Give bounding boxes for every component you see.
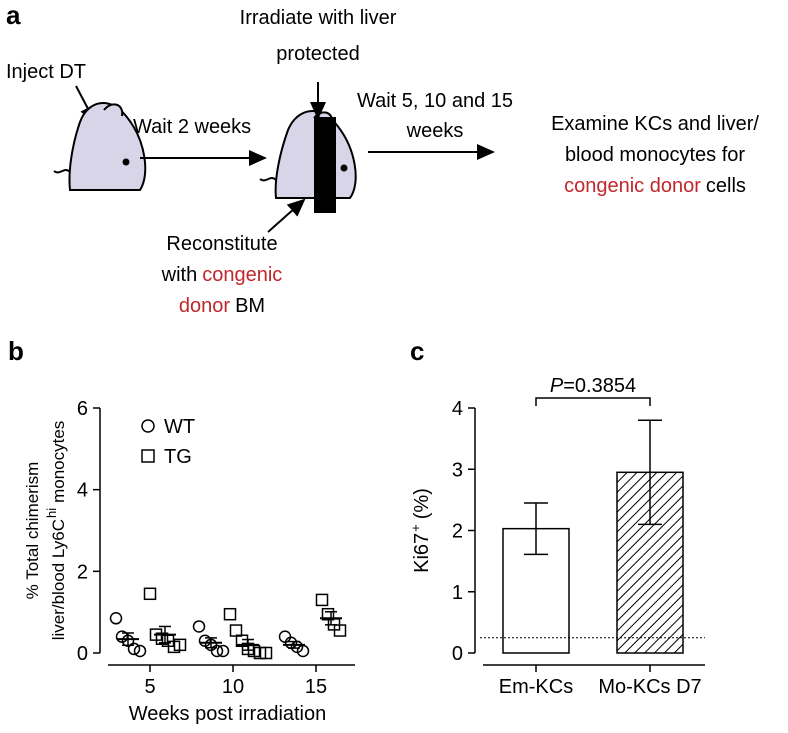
step-text: Wait 2 weeks bbox=[133, 116, 251, 138]
x-tick-label: Mo-KCs D7 bbox=[598, 676, 701, 698]
text-line: liver/blood Ly6Chi monocytes bbox=[44, 421, 68, 641]
text-segment: donor bbox=[179, 295, 230, 317]
text-line: blood monocytes for bbox=[565, 144, 745, 166]
panel-label: a bbox=[6, 0, 21, 30]
step-text: Irradiate with liver bbox=[240, 7, 397, 29]
text-segment: + bbox=[408, 524, 423, 532]
data-point bbox=[333, 624, 347, 637]
text-line: Reconstitute bbox=[166, 233, 277, 255]
step-text: weeks bbox=[406, 120, 464, 142]
error-bar bbox=[325, 611, 337, 626]
arrow bbox=[267, 198, 306, 233]
step-text: Inject DT bbox=[6, 61, 86, 83]
y-tick-label: 2 bbox=[452, 521, 463, 543]
x-tick-label: 10 bbox=[222, 676, 244, 698]
mouse bbox=[259, 110, 357, 199]
data-point bbox=[109, 612, 123, 625]
error-bar bbox=[288, 640, 300, 649]
y-tick-label: 4 bbox=[77, 480, 88, 502]
shield bbox=[314, 117, 336, 213]
data-point bbox=[133, 644, 147, 658]
text-segment: cells bbox=[706, 175, 746, 197]
text-line: Ki67+ (%) bbox=[408, 488, 433, 573]
y-tick-label: 3 bbox=[452, 459, 463, 481]
diagram: a Inject DT Wait 2 weeks Irradiate with … bbox=[6, 0, 513, 233]
data-point bbox=[223, 607, 237, 621]
text-segment: liver/blood Ly6C bbox=[49, 519, 68, 640]
step-text: Wait 5, 10 and 15 bbox=[357, 90, 513, 112]
error-bar bbox=[524, 502, 548, 556]
significance-bracket bbox=[535, 397, 651, 406]
data-point bbox=[143, 587, 157, 601]
y-tick-label: 0 bbox=[452, 643, 463, 665]
legend-marker bbox=[141, 449, 155, 463]
step-text: protected bbox=[276, 43, 359, 65]
text-segment: Reconstitute bbox=[166, 233, 277, 255]
mouse bbox=[53, 102, 147, 191]
legend-label: WT bbox=[164, 416, 195, 438]
text-segment: monocytes bbox=[49, 421, 68, 503]
error-bar bbox=[122, 632, 134, 646]
data-point bbox=[216, 644, 230, 658]
text-line: donor BM bbox=[179, 295, 265, 317]
data-point bbox=[210, 644, 224, 658]
y-tick-label: 4 bbox=[452, 398, 463, 420]
error-bar bbox=[242, 638, 254, 651]
legend-label: TG bbox=[164, 446, 192, 468]
legend-marker bbox=[141, 419, 155, 433]
text-segment: blood monocytes for bbox=[565, 144, 745, 166]
text-segment: Examine KCs and liver/ bbox=[551, 113, 759, 135]
text-segment: with bbox=[161, 264, 198, 286]
text-line: congenic donor cells bbox=[564, 175, 746, 197]
y-tick-label: 0 bbox=[77, 643, 88, 665]
y-tick-label: 6 bbox=[77, 398, 88, 420]
data-point bbox=[192, 620, 206, 633]
panel-label: b bbox=[8, 336, 24, 366]
data-point bbox=[229, 624, 243, 637]
data-point bbox=[127, 642, 141, 656]
x-tick-label: Em-KCs bbox=[499, 676, 573, 698]
data-point bbox=[278, 630, 292, 643]
text-line: Examine KCs and liver/ bbox=[551, 113, 759, 135]
x-axis-label: Weeks post irradiation bbox=[129, 703, 327, 725]
text-segment: % Total chimerism bbox=[23, 462, 42, 600]
text-line: % Total chimerism bbox=[23, 462, 42, 600]
text-segment: P bbox=[550, 375, 564, 397]
x-tick-label: 15 bbox=[305, 676, 327, 698]
data-point bbox=[259, 646, 273, 660]
data-point bbox=[173, 638, 187, 652]
text-segment: (%) bbox=[411, 488, 433, 519]
error-bar bbox=[205, 637, 217, 649]
error-bar bbox=[159, 625, 171, 644]
y-tick-label: 1 bbox=[452, 582, 463, 604]
y-tick-label: 2 bbox=[77, 561, 88, 583]
text-segment: =0.3854 bbox=[563, 375, 636, 397]
data-point bbox=[315, 593, 329, 607]
text-line: P=0.3854 bbox=[550, 375, 636, 397]
text-segment: hi bbox=[44, 508, 59, 518]
error-bar bbox=[638, 419, 662, 526]
text-segment: congenic bbox=[202, 264, 282, 286]
x-tick-label: 5 bbox=[144, 676, 155, 698]
text-segment: Ki67 bbox=[411, 533, 433, 573]
panel-label: c bbox=[410, 336, 424, 366]
text-segment: congenic donor bbox=[564, 175, 701, 197]
text-segment: BM bbox=[235, 295, 265, 317]
text-line: with congenic bbox=[161, 264, 283, 286]
